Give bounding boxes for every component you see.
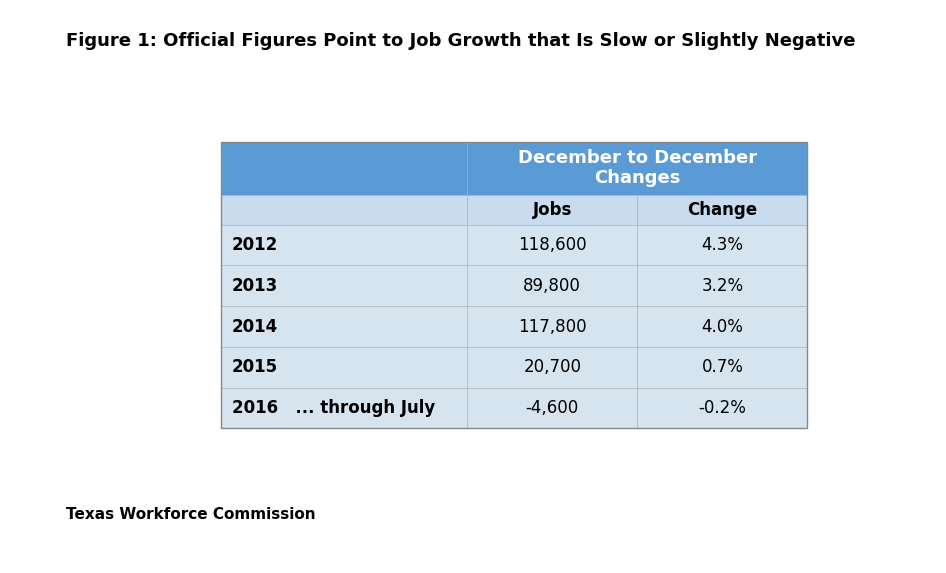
Text: 89,800: 89,800 bbox=[523, 277, 581, 295]
Bar bbox=[220, 225, 467, 265]
Text: 118,600: 118,600 bbox=[518, 236, 587, 254]
Bar bbox=[220, 265, 467, 306]
Bar bbox=[467, 142, 807, 195]
Bar bbox=[220, 142, 467, 195]
Bar bbox=[467, 195, 638, 225]
Text: 3.2%: 3.2% bbox=[701, 277, 744, 295]
Bar bbox=[220, 195, 467, 225]
Text: -0.2%: -0.2% bbox=[698, 399, 746, 417]
Text: -4,600: -4,600 bbox=[526, 399, 579, 417]
Bar bbox=[467, 225, 638, 265]
Bar bbox=[220, 142, 807, 429]
Text: Change: Change bbox=[688, 201, 758, 219]
Text: 0.7%: 0.7% bbox=[701, 358, 744, 376]
Text: 4.0%: 4.0% bbox=[701, 317, 744, 336]
Text: Texas Workforce Commission: Texas Workforce Commission bbox=[66, 507, 316, 522]
Bar bbox=[467, 306, 638, 347]
Bar bbox=[638, 225, 807, 265]
Bar bbox=[220, 347, 467, 387]
Bar bbox=[467, 387, 638, 429]
Text: 2012: 2012 bbox=[232, 236, 278, 254]
Text: 4.3%: 4.3% bbox=[701, 236, 744, 254]
Text: 117,800: 117,800 bbox=[518, 317, 587, 336]
Text: 2014: 2014 bbox=[232, 317, 278, 336]
Text: December to December
Changes: December to December Changes bbox=[517, 148, 757, 187]
Bar bbox=[638, 306, 807, 347]
Text: 2015: 2015 bbox=[232, 358, 278, 376]
Bar bbox=[467, 347, 638, 387]
Text: Figure 1: Official Figures Point to Job Growth that Is Slow or Slightly Negative: Figure 1: Official Figures Point to Job … bbox=[66, 32, 856, 49]
Bar bbox=[220, 387, 467, 429]
Bar bbox=[638, 265, 807, 306]
Bar bbox=[467, 265, 638, 306]
Bar bbox=[638, 347, 807, 387]
Bar bbox=[638, 195, 807, 225]
Text: 2013: 2013 bbox=[232, 277, 278, 295]
Text: 20,700: 20,700 bbox=[523, 358, 581, 376]
Text: 2016   ... through July: 2016 ... through July bbox=[232, 399, 435, 417]
Bar bbox=[638, 387, 807, 429]
Bar bbox=[220, 306, 467, 347]
Text: Jobs: Jobs bbox=[533, 201, 572, 219]
